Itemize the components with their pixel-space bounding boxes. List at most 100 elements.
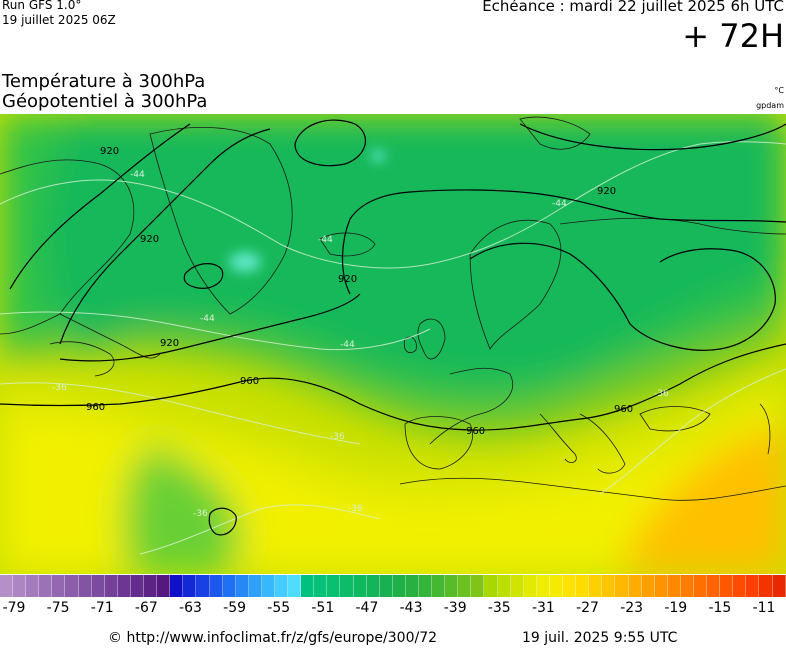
colorbar-swatch	[288, 575, 302, 597]
contour-label: 920	[140, 234, 159, 245]
isotherm-label: -44	[200, 314, 215, 324]
colorbar-swatch	[536, 575, 550, 597]
isotherms	[0, 141, 786, 555]
colorbar-swatch	[772, 575, 786, 597]
colorbar-swatch	[0, 575, 14, 597]
coast-iberia	[404, 416, 473, 470]
colorbar-swatch	[707, 575, 721, 597]
colorbar-swatch	[641, 575, 655, 597]
colorbar-swatch	[327, 575, 341, 597]
colorbar-swatch	[589, 575, 603, 597]
contour-920-europe-loop	[469, 242, 776, 351]
colorbar-swatch	[458, 575, 472, 597]
colorbar-swatch	[301, 575, 315, 597]
coast-iceland	[319, 232, 376, 257]
contour-label: 960	[614, 404, 633, 415]
colorbar-tick-label: -39	[443, 600, 467, 616]
colorbar-swatch	[52, 575, 66, 597]
weather-map: 920 920 920 920 920 960 960 960 960 -44 …	[0, 114, 786, 574]
isotherm-labels: -44 -44 -44 -44 -44 -36 -36 -36 -36 -36	[52, 170, 669, 519]
colorbar-tick-label: -15	[708, 600, 732, 616]
isotherm-label: -36	[330, 432, 345, 442]
colorbar-tick-label: -55	[267, 600, 291, 616]
colorbar-tick-label: -11	[752, 600, 776, 616]
colorbar-swatch	[746, 575, 760, 597]
colorbar-swatch	[157, 575, 171, 597]
coast-finland-russia	[559, 217, 786, 235]
colorbar-swatch	[26, 575, 40, 597]
colorbar-swatch	[144, 575, 158, 597]
field-title-geopotential: Géopotentiel à 300hPa	[2, 91, 208, 112]
generation-timestamp: 19 juil. 2025 9:55 UTC	[522, 630, 678, 646]
colorbar-swatch	[117, 575, 131, 597]
contour-label: 920	[160, 338, 179, 349]
contour-920-south	[59, 293, 361, 362]
run-date: 19 juillet 2025 06Z	[2, 13, 116, 27]
unit-temperature: °C	[774, 86, 784, 95]
colorbar-swatch	[104, 575, 118, 597]
field-cold-core-greenland	[229, 252, 261, 272]
field-green-deep	[40, 114, 786, 381]
colorbar-swatch	[720, 575, 734, 597]
colorbar-swatch	[170, 575, 184, 597]
contour-920-west-loop	[59, 128, 271, 345]
field-cold-core-north	[371, 150, 385, 162]
contour-920-north-loop	[294, 119, 366, 167]
colorbar-tick-labels: -79 -75 -71 -67 -63 -59 -55 -51 -47 -43 -39 -35 -31 -…	[0, 600, 786, 618]
colorbar-swatch	[563, 575, 577, 597]
colorbar-swatch	[602, 575, 616, 597]
colorbar-tick-label: -51	[311, 600, 335, 616]
colorbar-tick-label: -59	[223, 600, 247, 616]
isotherm-label: -36	[654, 389, 669, 399]
isotherm-label: -36	[348, 504, 363, 514]
colorbar-tick-label: -19	[664, 600, 688, 616]
contour-label: 960	[86, 402, 105, 413]
coast-black-sea	[639, 406, 711, 432]
isotherm-label: -44	[130, 170, 145, 180]
colorbar-swatch	[654, 575, 668, 597]
colorbar-swatch	[235, 575, 249, 597]
colorbar-tick-label: -75	[46, 600, 70, 616]
colorbar-swatch	[759, 575, 773, 597]
colorbar-swatch	[274, 575, 289, 597]
isotherm-label: -44	[552, 199, 567, 209]
run-title: Run GFS 1.0°	[2, 0, 82, 12]
coast-north-africa	[399, 477, 786, 501]
colorbar-tick-label: -47	[355, 600, 379, 616]
colorbar-tick-label: -35	[487, 600, 511, 616]
colorbar-swatch	[261, 575, 275, 597]
isotherm-36-east	[599, 368, 786, 495]
colorbar-tick-label: -31	[531, 600, 555, 616]
contour-960-main	[0, 343, 786, 431]
colorbar-swatch	[314, 575, 328, 597]
source-url: © http://www.infoclimat.fr/z/gfs/europe/…	[108, 630, 438, 646]
contour-920-small-loop	[183, 263, 224, 289]
contour-920-central	[341, 189, 786, 295]
field-green-west	[0, 114, 70, 354]
contour-label: 960	[240, 376, 259, 387]
contour-labels: 920 920 920 920 920 960 960 960 960	[86, 146, 633, 437]
unit-geopotential: gpdam	[756, 101, 784, 110]
coast-scandinavia	[469, 220, 562, 350]
contour-label: 920	[100, 146, 119, 157]
isotherm-44-north	[0, 141, 786, 269]
colorbar-swatch	[628, 575, 642, 597]
colorbar-swatch	[392, 575, 406, 597]
colorbar-tick-label: -63	[179, 600, 202, 616]
colorbar-swatch	[733, 575, 747, 597]
colorbar-swatch	[576, 575, 590, 597]
colorbar-swatch	[445, 575, 459, 597]
coast-caspian	[759, 403, 771, 455]
colorbar-swatch	[248, 575, 262, 597]
colorbar-swatch	[419, 575, 433, 597]
geopotential-contours	[0, 119, 786, 536]
colorbar-swatch	[484, 575, 498, 597]
colorbar-swatch	[379, 575, 393, 597]
valid-time: Echéance : mardi 22 juillet 2025 6h UTC	[482, 0, 784, 15]
isotherm-label: -36	[193, 509, 208, 519]
isotherm-label: -44	[318, 235, 333, 245]
colorbar-swatch	[340, 575, 354, 597]
colorbar-swatch	[78, 575, 92, 597]
colorbar-swatch	[680, 575, 694, 597]
colorbar-swatch	[615, 575, 629, 597]
